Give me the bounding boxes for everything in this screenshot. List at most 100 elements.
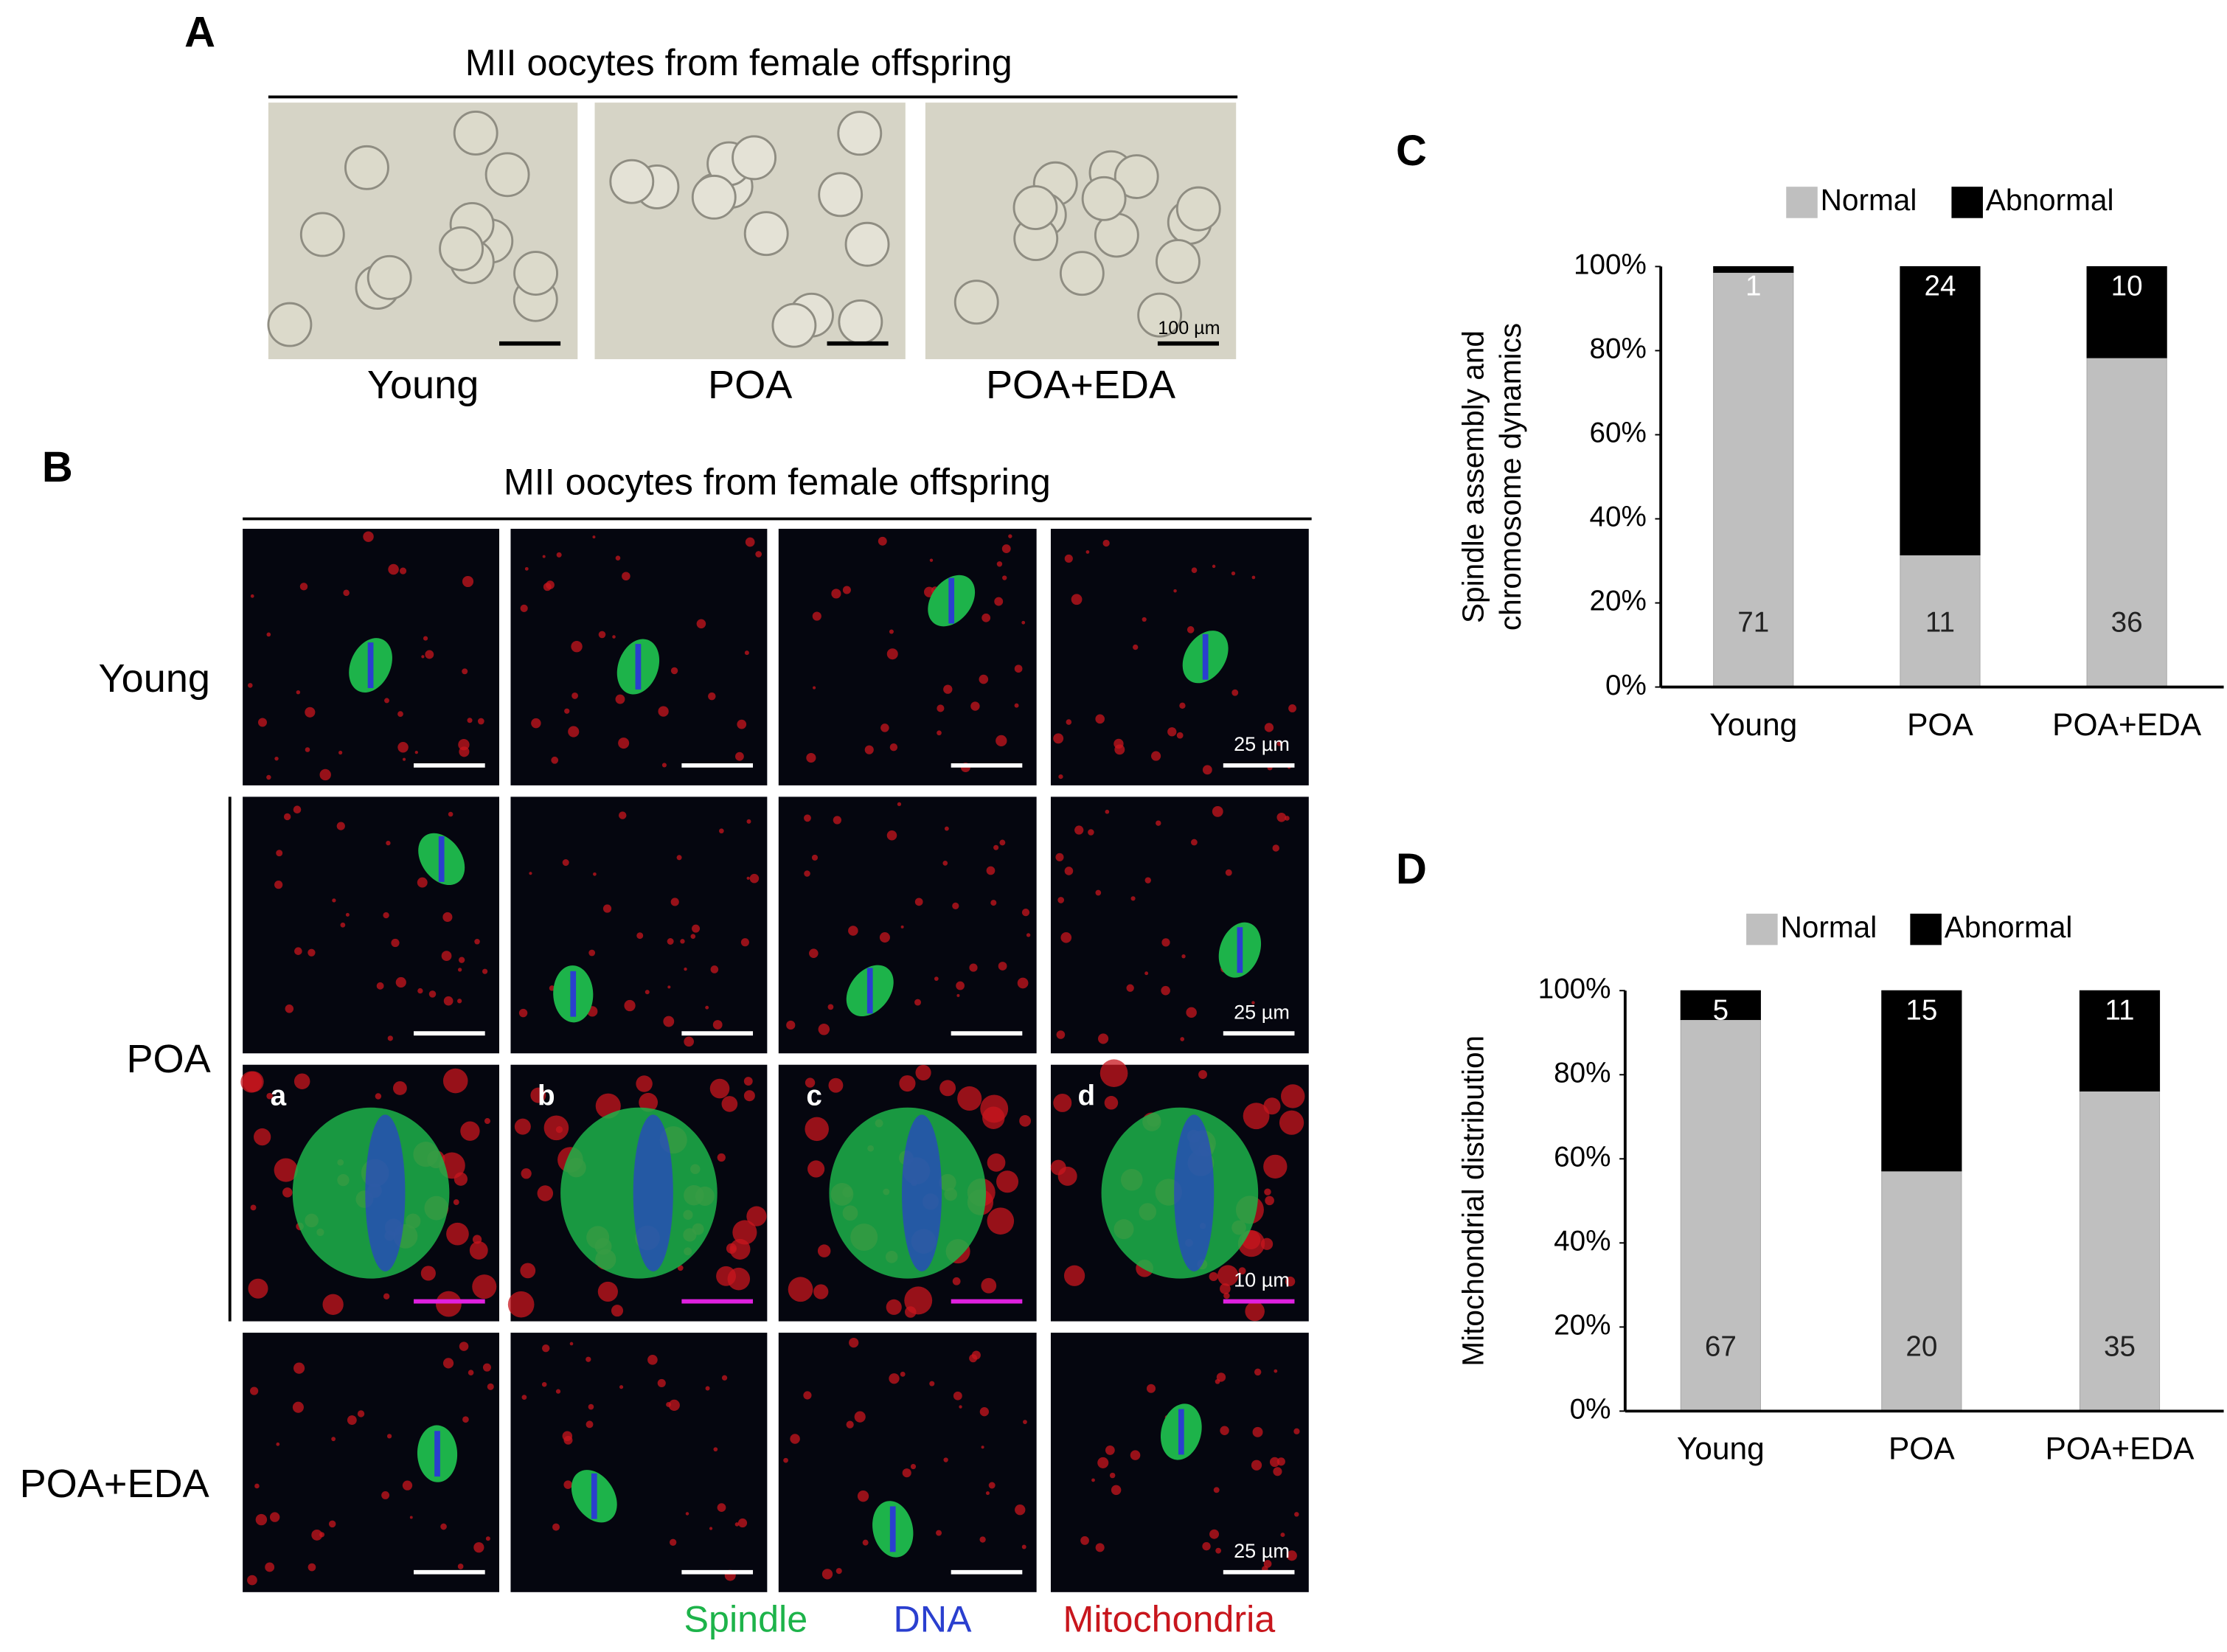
mito-dot <box>982 613 991 622</box>
count-label: 11 <box>1925 607 1955 639</box>
dna <box>633 1114 673 1271</box>
mito-dot <box>1026 933 1031 937</box>
micrograph <box>243 796 500 1054</box>
y-tick-label: 60% <box>1589 417 1646 449</box>
mito-dot <box>391 938 400 948</box>
oocyte <box>513 251 558 296</box>
mito-dot <box>737 719 747 729</box>
panel-label: D <box>1396 846 1427 893</box>
bar-segment <box>1881 990 1962 1172</box>
mito-dot <box>1243 1103 1270 1130</box>
mito-dot <box>1276 1457 1285 1466</box>
mito-dot <box>1130 1450 1141 1460</box>
mito-dot <box>1080 1536 1089 1545</box>
mito-dot <box>929 1381 935 1386</box>
dna <box>591 1473 597 1519</box>
mito-dot <box>294 947 302 955</box>
mito-dot <box>1023 1420 1027 1424</box>
dna <box>901 1114 942 1271</box>
mito-dot <box>474 939 480 945</box>
panel-label: B <box>42 444 73 491</box>
mito-dot <box>1002 575 1007 580</box>
mito-dot <box>1085 550 1090 554</box>
oocyte <box>953 280 999 325</box>
mito-dot <box>1191 567 1198 574</box>
mito-dot <box>979 674 989 684</box>
mito-dot <box>721 1096 738 1112</box>
mito-dot <box>1109 1472 1116 1479</box>
mito-dot <box>721 1375 728 1381</box>
mito-dot <box>615 555 621 560</box>
micrograph <box>1050 529 1309 785</box>
mito-dot <box>1251 1460 1262 1471</box>
mito-dot <box>383 1293 390 1299</box>
mito-dot <box>1050 1159 1066 1176</box>
mito-dot <box>1104 1096 1119 1110</box>
mito-dot <box>472 1274 497 1299</box>
mito-dot <box>1220 1283 1231 1294</box>
mito-dot <box>322 1294 344 1316</box>
mito-dot <box>1071 594 1083 605</box>
mito-dot <box>597 1281 618 1302</box>
mito-dot <box>878 536 887 546</box>
mito-dot <box>1063 1265 1085 1286</box>
mito-dot <box>507 1291 535 1318</box>
mito-dot <box>612 635 616 639</box>
y-tick-label: 80% <box>1589 333 1646 365</box>
mito-dot <box>889 743 898 752</box>
panel-label: C <box>1396 128 1427 175</box>
mito-dot <box>482 968 488 974</box>
mito-dot <box>1252 1426 1263 1437</box>
mito-dot <box>1176 732 1184 739</box>
mito-dot <box>1245 1301 1265 1322</box>
legend-swatch <box>1746 913 1778 945</box>
dna <box>438 836 445 882</box>
count-label: 10 <box>2111 271 2143 302</box>
mito-dot <box>250 1204 257 1211</box>
mito-dot <box>1212 564 1216 569</box>
mito-dot <box>602 904 612 913</box>
mito-dot <box>670 898 679 906</box>
mito-dot <box>735 752 744 761</box>
mito-dot <box>1167 727 1177 737</box>
mito-dot <box>1130 896 1136 901</box>
mito-dot <box>937 730 942 736</box>
mito-dot <box>740 938 749 947</box>
mito-dot <box>457 1564 464 1569</box>
mito-dot <box>743 1077 753 1086</box>
mito-dot <box>900 925 904 929</box>
mito-dot <box>293 805 302 813</box>
mito-dot <box>397 742 409 753</box>
oocyte <box>1059 251 1105 296</box>
mito-dot <box>828 1077 844 1093</box>
mito-dot <box>417 877 428 888</box>
mito-dot <box>388 563 399 575</box>
count-label: 11 <box>2105 994 2134 1026</box>
mito-dot <box>518 1008 528 1018</box>
mito-dot <box>971 1350 981 1360</box>
mito-dot <box>899 1075 916 1092</box>
mito-dot <box>552 1523 560 1531</box>
mito-dot <box>384 698 389 704</box>
mito-dot <box>425 650 434 659</box>
mito-dot <box>421 655 425 659</box>
mito-dot <box>1281 1084 1305 1108</box>
mito-dot <box>746 876 750 880</box>
mito-dot <box>886 830 897 841</box>
mito-dot <box>1285 816 1290 821</box>
mito-dot <box>417 988 423 994</box>
micrograph <box>510 796 768 1054</box>
mito-dot <box>568 726 580 738</box>
dna <box>365 1114 406 1271</box>
mito-dot <box>588 1403 594 1410</box>
oocyte <box>299 212 345 257</box>
mito-dot <box>551 756 559 764</box>
mito-dot <box>1111 1485 1122 1496</box>
mito-dot <box>457 999 462 1004</box>
mito-dot <box>1215 1547 1222 1554</box>
mito-dot <box>305 707 316 718</box>
mito-dot <box>414 750 418 754</box>
mito-dot <box>442 912 453 923</box>
oocyte <box>771 302 817 348</box>
